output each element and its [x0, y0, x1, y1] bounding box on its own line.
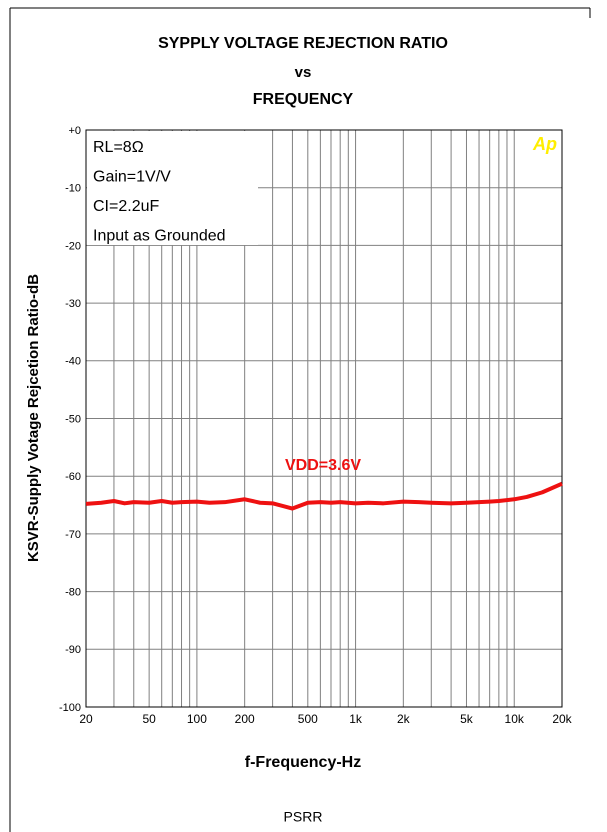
annotation: RL=8Ω [93, 139, 144, 156]
annotation: Input as Grounded [93, 228, 226, 245]
x-tick-label: 20k [552, 712, 572, 726]
y-tick-label: +0 [68, 125, 81, 137]
x-tick-label: 2k [397, 712, 411, 726]
annotation: Gain=1V/V [93, 169, 171, 186]
x-tick-label: 20 [79, 712, 93, 726]
x-tick-label: 1k [349, 712, 363, 726]
y-tick-label: -70 [65, 529, 81, 541]
x-tick-label: 5k [460, 712, 474, 726]
y-tick-label: -100 [59, 702, 81, 714]
caption: PSRR [284, 809, 323, 825]
annotation: CI=2.2uF [93, 198, 159, 215]
x-tick-label: 10k [505, 712, 525, 726]
chart-title: vs [295, 64, 312, 81]
x-tick-label: 100 [187, 712, 207, 726]
y-tick-label: -40 [65, 356, 81, 368]
annotation-box [87, 131, 258, 245]
plot-frame [85, 129, 563, 708]
y-tick-label: -90 [65, 644, 81, 656]
data-line [85, 481, 563, 511]
y-tick-label: -10 [65, 183, 81, 195]
y-tick-label: -50 [65, 413, 81, 425]
logo: Ap [532, 134, 557, 154]
y-tick-label: -60 [65, 471, 81, 483]
x-tick-label: 50 [142, 712, 156, 726]
x-tick-label: 200 [235, 712, 255, 726]
x-axis-label: f-Frequency-Hz [245, 754, 361, 771]
chart-title: SYPPLY VOLTAGE REJECTION RATIO [158, 35, 448, 52]
y-axis-label: KSVR-Supply Votage Rejcetion Ratio-dB [25, 274, 42, 562]
x-tick-label: 500 [298, 712, 318, 726]
y-tick-label: -30 [65, 298, 81, 310]
series-label: VDD=3.6V [285, 457, 361, 474]
y-tick-label: -20 [65, 240, 81, 252]
chart-title: FREQUENCY [253, 91, 354, 108]
y-tick-label: -80 [65, 587, 81, 599]
